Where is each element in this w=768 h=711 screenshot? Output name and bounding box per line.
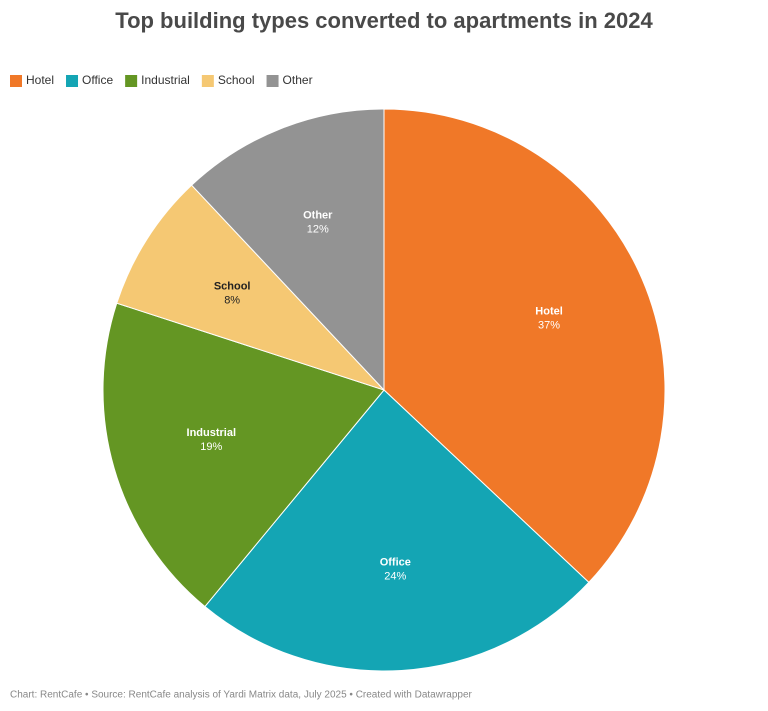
legend-swatch bbox=[66, 75, 79, 87]
slice-label: Other bbox=[303, 210, 333, 222]
legend-swatch bbox=[266, 75, 279, 87]
slice-value: 37% bbox=[538, 319, 560, 331]
source-note: Chart: RentCafe • Source: RentCafe analy… bbox=[10, 690, 473, 701]
slice-value: 19% bbox=[200, 441, 222, 453]
legend-label: School bbox=[218, 73, 255, 87]
slice-label: Industrial bbox=[187, 427, 237, 439]
legend-label: Industrial bbox=[141, 73, 190, 87]
legend-swatch bbox=[10, 75, 22, 87]
chart-title: Top building types converted to apartmen… bbox=[115, 8, 653, 33]
pie-slice bbox=[190, 108, 385, 392]
legend-label: Other bbox=[283, 73, 313, 87]
pie-slice bbox=[102, 302, 385, 608]
slice-label: School bbox=[214, 281, 251, 293]
pie-slice bbox=[116, 184, 385, 391]
legend-swatch bbox=[201, 75, 214, 87]
pie-slice bbox=[383, 108, 666, 584]
slice-value: 8% bbox=[224, 295, 240, 307]
legend-label: Hotel bbox=[26, 73, 54, 87]
legend-label: Office bbox=[82, 73, 113, 87]
slice-value: 12% bbox=[307, 224, 329, 236]
legend-swatch bbox=[125, 75, 138, 87]
pie-slice bbox=[204, 389, 590, 672]
slice-value: 24% bbox=[384, 570, 406, 582]
slice-label: Hotel bbox=[535, 305, 563, 317]
slice-label: Office bbox=[380, 556, 411, 568]
